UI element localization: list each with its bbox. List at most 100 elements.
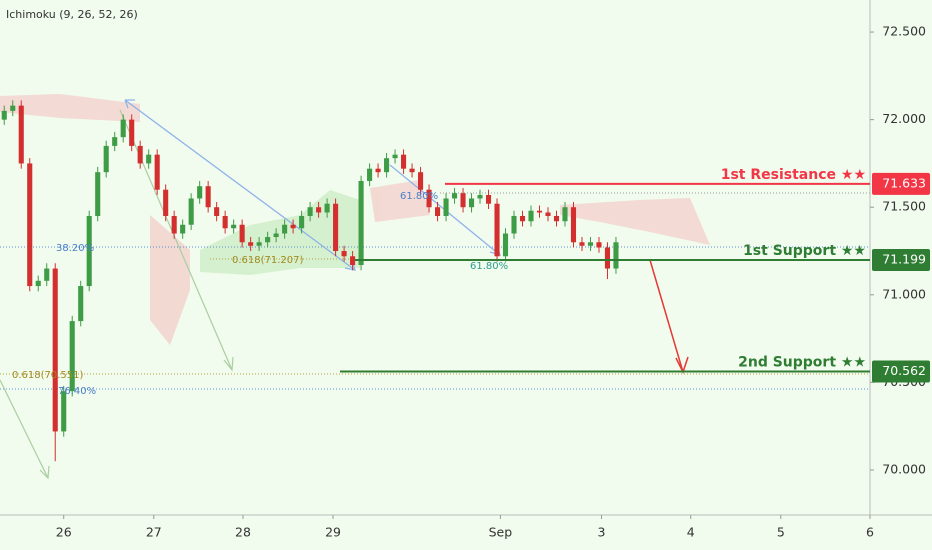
candle-body: [562, 207, 568, 222]
candle-body: [375, 168, 381, 173]
candle-body: [27, 163, 33, 287]
price-tag: [872, 172, 930, 195]
candle-body: [435, 207, 441, 216]
x-tick-label: 27: [146, 525, 162, 540]
y-tick-label: 72.000: [882, 111, 926, 126]
candle-body: [146, 154, 152, 164]
level-label: 1st Support ★★: [743, 243, 866, 259]
candle-body: [468, 198, 475, 208]
candle-body: [316, 207, 322, 213]
candle-body: [604, 247, 611, 269]
fib-label: 0.618(71.207): [232, 255, 304, 266]
candle-body: [553, 215, 560, 222]
candle-body: [103, 145, 109, 173]
indicator-label: Ichimoku (9, 26, 52, 26): [6, 8, 138, 21]
candle-body: [350, 256, 356, 266]
candle-body: [120, 119, 126, 138]
candle-body: [511, 215, 517, 234]
candle-body: [18, 105, 24, 164]
y-tick-label: 70.000: [882, 461, 926, 476]
candle-body: [299, 215, 305, 229]
candle-body: [231, 224, 237, 229]
candle-body: [341, 251, 347, 257]
candle-body: [570, 207, 577, 243]
x-tick-label: 29: [325, 525, 341, 540]
x-tick-label: 4: [687, 525, 695, 540]
candle-body: [197, 186, 203, 199]
x-tick-label: 3: [598, 525, 606, 540]
candle-body: [1, 110, 7, 120]
y-tick-label: 72.500: [882, 24, 926, 39]
x-tick-label: 28: [235, 525, 251, 540]
candle-body: [451, 193, 458, 199]
price-tag: [872, 360, 930, 383]
candle-body: [265, 237, 271, 243]
candle-body: [443, 198, 449, 216]
drawings: [0, 99, 870, 480]
candle-body: [587, 242, 594, 246]
candle-body: [460, 193, 466, 208]
candle-body: [324, 203, 330, 213]
level-label: 2nd Support ★★: [738, 355, 866, 371]
trend-arrow: [124, 99, 135, 109]
price-tag-label: 71.199: [882, 251, 926, 266]
fib-label: 0.618(70.551): [12, 370, 84, 381]
candle-body: [61, 391, 67, 432]
candle-body: [392, 154, 398, 159]
level-label: 1st Resistance ★★: [721, 167, 866, 183]
fib-label: 61.80%: [400, 191, 438, 202]
candle-body: [239, 224, 245, 243]
candle-body: [367, 168, 373, 181]
candle-body: [180, 224, 186, 234]
candle-body: [401, 154, 407, 169]
candle-body: [290, 224, 296, 229]
y-tick-label: 71.500: [882, 199, 926, 214]
cloud-bearish: [560, 198, 710, 245]
price-tag: [872, 248, 930, 271]
candle-body: [528, 210, 534, 222]
candle-body: [35, 280, 41, 287]
candle-body: [78, 286, 84, 322]
candle-body: [519, 215, 526, 222]
price-tag-label: 70.562: [882, 363, 926, 378]
candle-body: [477, 194, 483, 199]
candle-body: [52, 268, 58, 432]
candle-body: [596, 242, 602, 248]
fib-label: 76.40%: [58, 386, 96, 397]
x-tick-label: 5: [777, 525, 785, 540]
candle-body: [256, 242, 262, 246]
candle-body: [205, 186, 211, 208]
candle-body: [426, 189, 432, 208]
candle-body: [95, 172, 101, 216]
candle-body: [171, 215, 177, 234]
candle-body: [129, 119, 135, 146]
candle-body: [222, 215, 228, 229]
candle-body: [214, 207, 220, 216]
candle-body: [282, 224, 288, 234]
candle-body: [536, 210, 543, 213]
candle-body: [188, 198, 194, 225]
candle-body: [69, 321, 75, 392]
price-marks: [1, 100, 619, 462]
candle-body: [358, 180, 364, 266]
candle-body: [86, 215, 92, 287]
y-tick-label: 71.000: [882, 286, 926, 301]
candle-body: [579, 242, 585, 246]
candle-body: [384, 158, 390, 173]
candle-body: [163, 189, 169, 216]
candle-body: [137, 145, 143, 164]
fib-label: 38.20%: [56, 243, 94, 254]
candle-body: [502, 233, 509, 257]
candle-body: [418, 172, 424, 190]
candle-body: [248, 242, 254, 246]
fib-label: 61.80%: [470, 261, 508, 272]
candle-body: [613, 242, 619, 269]
candle-body: [307, 207, 313, 216]
candle-body: [333, 203, 339, 252]
candle-body: [494, 203, 500, 257]
x-tick-label: 26: [56, 525, 72, 540]
candle-body: [154, 154, 160, 190]
